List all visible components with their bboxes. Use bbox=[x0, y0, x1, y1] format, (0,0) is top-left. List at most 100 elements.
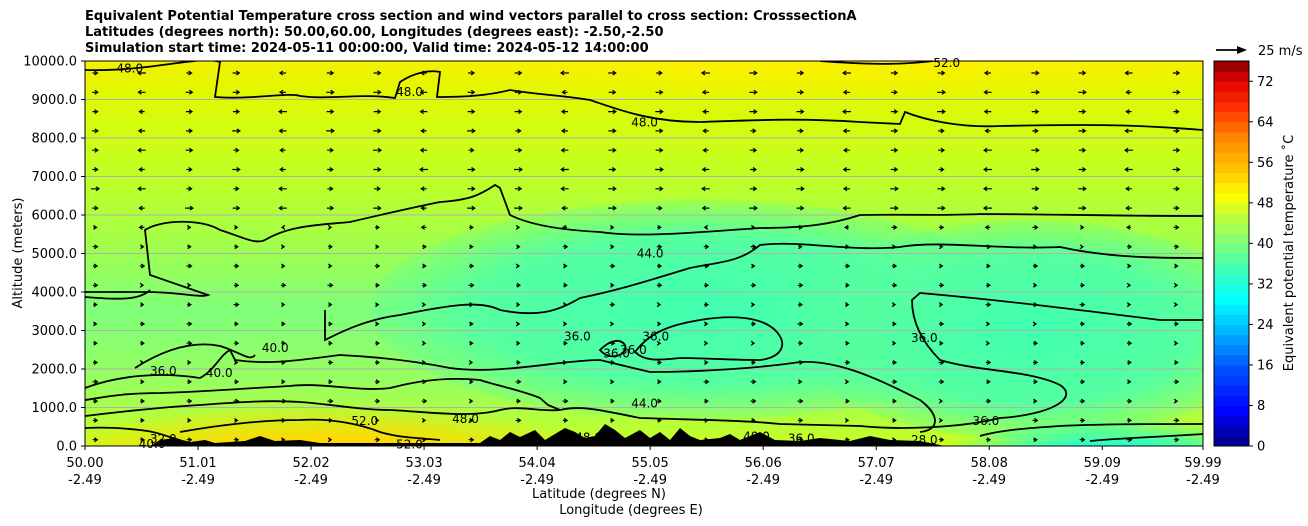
wind-vector-160 bbox=[468, 70, 476, 76]
wind-vector-46 bbox=[186, 186, 193, 192]
wind-vector-134 bbox=[375, 340, 380, 346]
wind-vector-383 bbox=[984, 128, 991, 134]
wind-vector-382 bbox=[983, 109, 992, 115]
wind-vector-350 bbox=[891, 263, 898, 269]
wind-vector-471 bbox=[1173, 282, 1179, 288]
wind-vector-405 bbox=[1031, 167, 1040, 172]
wind-vector-449 bbox=[1126, 244, 1133, 250]
wind-vector-305 bbox=[796, 167, 805, 172]
wind-vector-131 bbox=[375, 282, 380, 288]
wind-vector-447 bbox=[1125, 205, 1132, 211]
x-tick-lon-label-2: -2.49 bbox=[294, 473, 328, 488]
wind-vector-440 bbox=[1124, 70, 1133, 76]
colorbar-segment-9 bbox=[1214, 344, 1249, 356]
wind-vector-72 bbox=[233, 302, 240, 308]
wind-vector-411 bbox=[1032, 282, 1038, 288]
wind-vector-446 bbox=[1125, 186, 1132, 192]
colorbar-segment-24 bbox=[1214, 192, 1249, 204]
colorbar-segment-30 bbox=[1214, 131, 1249, 143]
wind-vector-458 bbox=[1127, 417, 1132, 423]
wind-vector-53 bbox=[186, 321, 193, 327]
wind-vector-307 bbox=[796, 205, 805, 211]
wind-vector-455 bbox=[1127, 360, 1132, 365]
wind-vector-104 bbox=[327, 147, 334, 153]
wind-vector-174 bbox=[469, 340, 474, 346]
wind-vector-401 bbox=[1031, 89, 1040, 95]
colorbar-segment-28 bbox=[1214, 152, 1249, 163]
contour-label-2: 52.0 bbox=[933, 56, 960, 70]
wind-vector-292 bbox=[750, 302, 756, 308]
x-tick-lon-label-8: -2.49 bbox=[972, 473, 1006, 488]
wind-vector-110 bbox=[328, 263, 333, 269]
wind-vector-363 bbox=[938, 128, 945, 134]
x-axis-label-lat: Latitude (degrees N) bbox=[532, 487, 666, 502]
colorbar-tick-label-0: 0 bbox=[1257, 440, 1265, 455]
wind-vector-42 bbox=[185, 109, 194, 115]
colorbar-segment-36 bbox=[1214, 71, 1249, 82]
wind-vector-101 bbox=[326, 89, 335, 95]
x-tick-lon-label-1: -2.49 bbox=[181, 473, 215, 488]
x-axis: 50.00 -2.49 51.01 -2.49 52.02 -2.49 53.03 -2.49… bbox=[66, 446, 1222, 488]
wind-vector-465 bbox=[1172, 167, 1181, 172]
wind-vector-94 bbox=[281, 340, 286, 346]
wind-vector-448 bbox=[1126, 224, 1131, 230]
wind-vector-386 bbox=[983, 186, 992, 192]
x-tick-lat-label-6: 56.06 bbox=[745, 456, 782, 471]
wind-vector-69 bbox=[234, 244, 239, 250]
wind-vector-271 bbox=[704, 282, 710, 288]
wind-vector-463 bbox=[1173, 128, 1180, 134]
wind-vector-430 bbox=[1079, 263, 1086, 269]
colorbar-segment-13 bbox=[1214, 304, 1249, 315]
wind-vector-121 bbox=[373, 89, 382, 95]
wind-vector-87 bbox=[278, 205, 287, 211]
wind-vector-420 bbox=[1078, 70, 1087, 76]
wind-vector-65 bbox=[232, 167, 241, 172]
wind-vector-200 bbox=[559, 70, 569, 76]
colorbar-segment-33 bbox=[1214, 101, 1249, 113]
y-tick-label-6: 6000.0 bbox=[32, 209, 78, 224]
x-tick-lat-label-5: 55.05 bbox=[632, 456, 669, 471]
wind-vector-322 bbox=[841, 109, 851, 115]
wind-vector-368 bbox=[938, 224, 945, 230]
wind-vector-54 bbox=[186, 340, 193, 346]
contour-36-west bbox=[85, 400, 561, 417]
wind-vector-406 bbox=[1031, 186, 1040, 192]
wind-vector-265 bbox=[701, 167, 710, 172]
wind-vector-337 bbox=[845, 398, 850, 404]
wind-vector-50 bbox=[186, 263, 193, 269]
wind-vector-202 bbox=[560, 109, 569, 115]
wind-vector-273 bbox=[703, 321, 709, 327]
wind-vector-296 bbox=[750, 379, 757, 385]
wind-vector-353 bbox=[892, 321, 897, 327]
wind-vector-354 bbox=[891, 340, 897, 346]
wind-vector-330 bbox=[844, 263, 851, 269]
wind-vector-467 bbox=[1173, 205, 1180, 211]
wind-vector-295 bbox=[751, 360, 756, 365]
colorbar-segment-22 bbox=[1214, 212, 1249, 224]
wind-vector-266 bbox=[701, 186, 710, 192]
wind-vector-133 bbox=[375, 321, 380, 327]
wind-vector-111 bbox=[327, 282, 334, 288]
wind-vector-417 bbox=[1033, 398, 1038, 404]
wind-vector-381 bbox=[983, 89, 992, 95]
wind-vector-391 bbox=[986, 282, 991, 288]
wind-vector-173 bbox=[469, 321, 474, 327]
wind-vector-22 bbox=[138, 109, 145, 115]
wind-vector-374 bbox=[939, 340, 944, 346]
wind-vector-403 bbox=[1032, 128, 1039, 134]
wind-vector-52 bbox=[187, 302, 192, 308]
wind-vector-433 bbox=[1080, 321, 1086, 327]
colorbar-tick-label-1: 8 bbox=[1257, 399, 1265, 414]
wind-vector-220 bbox=[608, 70, 617, 76]
y-axis: 0.0 1000.0 2000.0 3000.0 4000.0 5000.0 6000.0 7… bbox=[23, 55, 85, 455]
contour-label-6: 36.0 bbox=[642, 329, 669, 343]
wind-vector-152 bbox=[421, 302, 427, 308]
wind-vector-116 bbox=[328, 379, 333, 385]
x-tick-lon-label-3: -2.49 bbox=[407, 473, 441, 488]
wind-vector-254 bbox=[656, 340, 662, 346]
wind-vector-228 bbox=[610, 224, 615, 230]
wind-vector-226 bbox=[608, 186, 617, 192]
wind-vector-360 bbox=[937, 70, 946, 76]
wind-vector-260 bbox=[700, 70, 710, 76]
